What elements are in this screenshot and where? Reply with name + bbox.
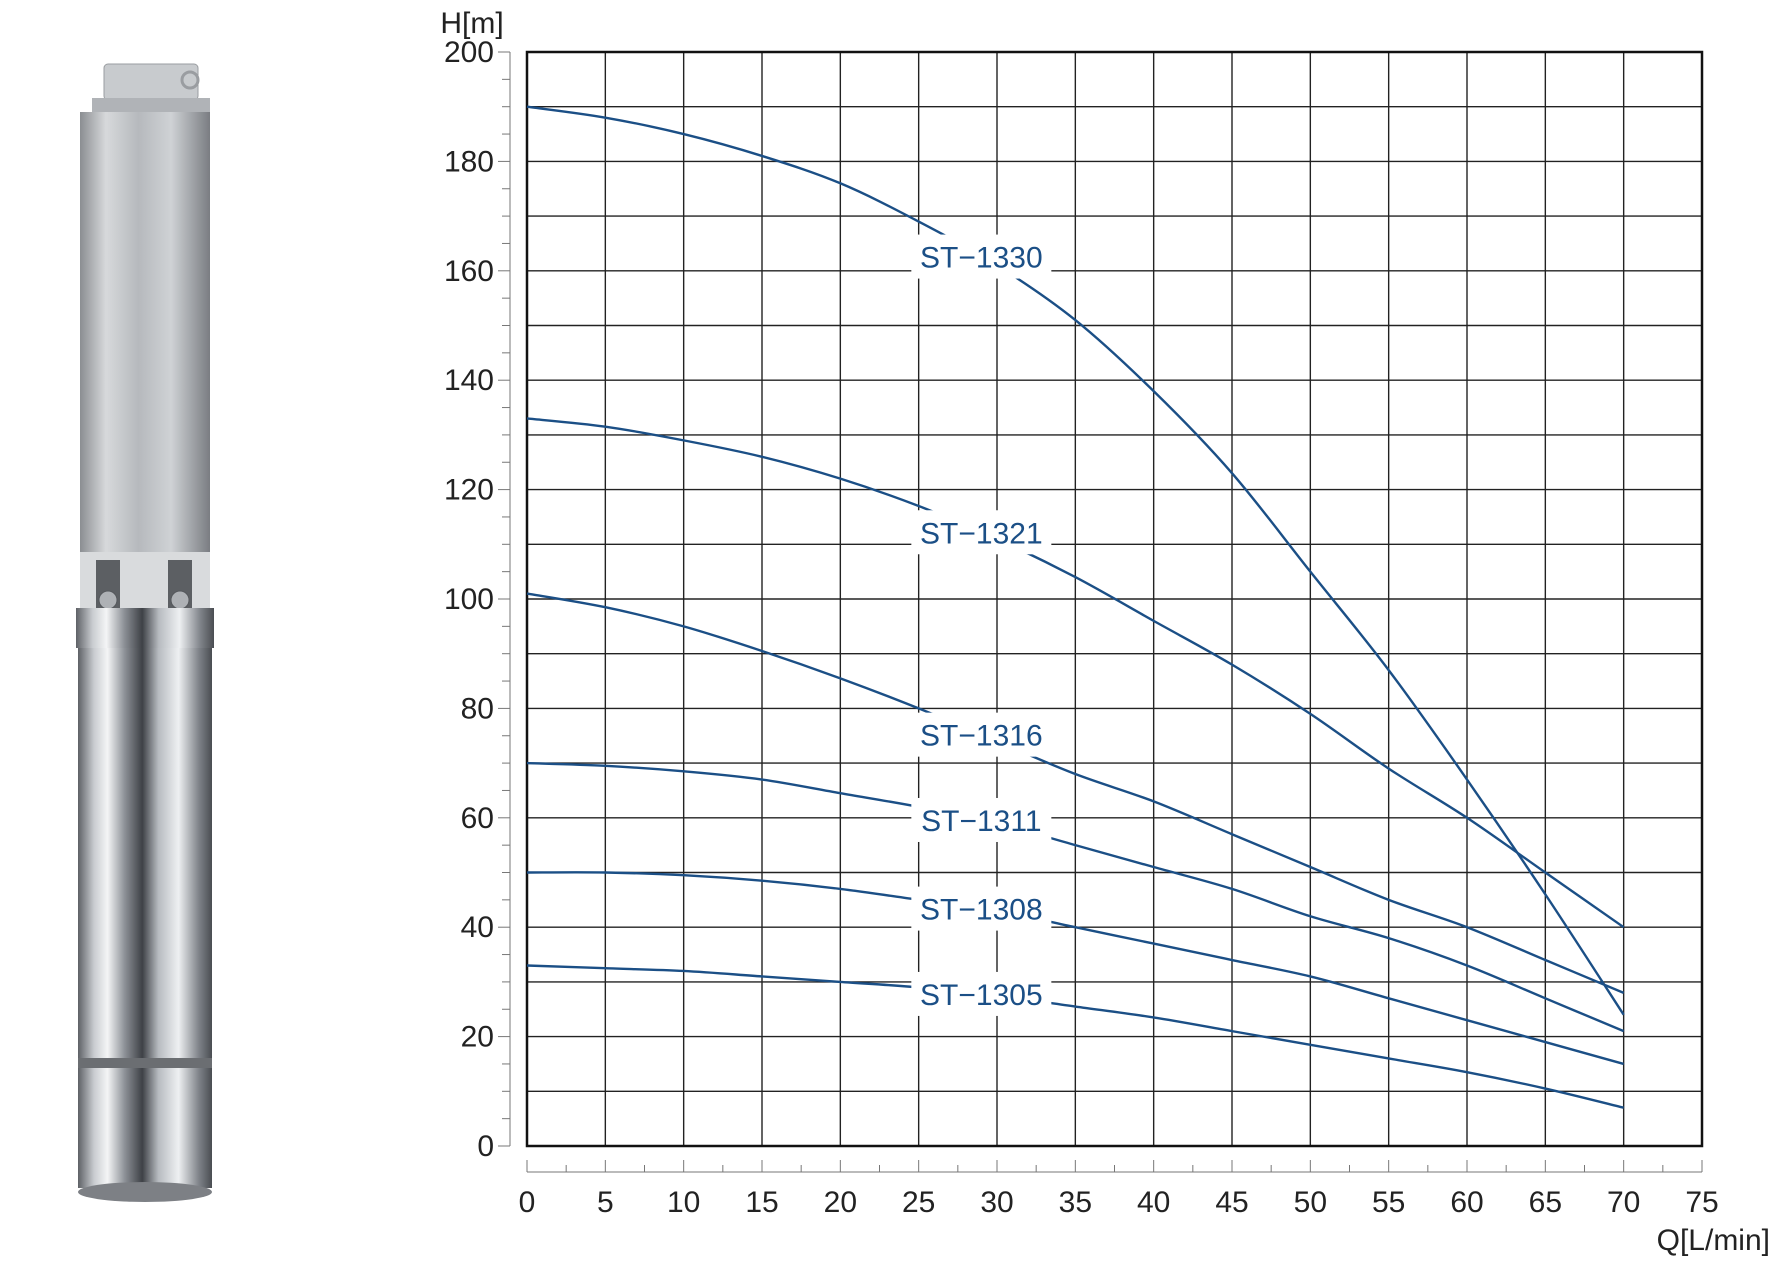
y-tick-label: 80 <box>461 692 494 725</box>
y-tick-label: 40 <box>461 911 494 944</box>
x-tick-label: 65 <box>1529 1186 1562 1219</box>
y-axis-title: H[m] <box>440 7 503 40</box>
curve-st-1308 <box>526 871 1624 1066</box>
x-tick-label: 45 <box>1215 1186 1248 1219</box>
curve-st-1321 <box>526 417 1625 929</box>
curve-label: ST−1305 <box>920 979 1043 1012</box>
x-axis-title: Q[L/min] <box>1657 1224 1770 1257</box>
y-tick-label: 20 <box>461 1021 494 1054</box>
x-tick-label: 15 <box>745 1186 778 1219</box>
x-tick-label: 25 <box>902 1186 935 1219</box>
curve-label: ST−1311 <box>921 805 1041 838</box>
y-tick-label: 60 <box>461 802 494 835</box>
x-tick-label: 0 <box>519 1186 536 1219</box>
curve-st-1311 <box>526 761 1625 1033</box>
submersible-pump-image <box>76 63 214 1202</box>
x-tick-label: 55 <box>1372 1186 1405 1219</box>
x-tick-label: 20 <box>824 1186 857 1219</box>
chart-curve-labels: ST−1330 ST−1321 ST−1316 ST−1311 ST−1308 ST−13… <box>911 234 1052 1016</box>
x-tick-label: 50 <box>1294 1186 1327 1219</box>
x-tick-label: 35 <box>1059 1186 1092 1219</box>
y-tick-label: 180 <box>444 145 494 178</box>
curve-label: ST−1308 <box>920 894 1043 927</box>
curve-label: ST−1321 <box>920 517 1043 550</box>
curve-label-bg <box>911 797 1052 842</box>
curve-label-bg <box>911 712 1052 757</box>
curve-label-bg <box>911 234 1052 279</box>
curve-st-1305 <box>526 964 1624 1109</box>
curve-label: ST−1316 <box>920 720 1043 753</box>
x-tick-label: 75 <box>1685 1186 1718 1219</box>
y-tick-label: 0 <box>477 1130 494 1163</box>
x-tick-label: 5 <box>597 1186 614 1219</box>
x-tick-label: 10 <box>667 1186 700 1219</box>
curve-st-1330 <box>526 105 1625 1016</box>
y-tick-label: 100 <box>444 583 494 616</box>
y-tick-label: 140 <box>444 364 494 397</box>
x-tick-label: 70 <box>1607 1186 1640 1219</box>
curve-label-bg <box>911 510 1052 555</box>
curve-label-bg <box>911 971 1052 1016</box>
curve-st-1316 <box>526 592 1625 994</box>
x-tick-label: 40 <box>1137 1186 1170 1219</box>
chart-minor-ticks <box>498 51 1703 1173</box>
y-tick-label: 160 <box>444 255 494 288</box>
x-tick-label: 60 <box>1450 1186 1483 1219</box>
y-tick-label: 120 <box>444 474 494 507</box>
chart-curves <box>526 105 1625 1109</box>
chart-tick-labels: 0 20 40 60 80 100 120 140 160 180 200 0 5 10 15 20 25 30 3… <box>444 36 1719 1219</box>
x-tick-label: 30 <box>980 1186 1013 1219</box>
curve-label-bg <box>911 886 1052 931</box>
curve-label: ST−1330 <box>920 242 1043 275</box>
y-tick-label: 200 <box>444 36 494 69</box>
plot-frame <box>525 50 1704 1148</box>
